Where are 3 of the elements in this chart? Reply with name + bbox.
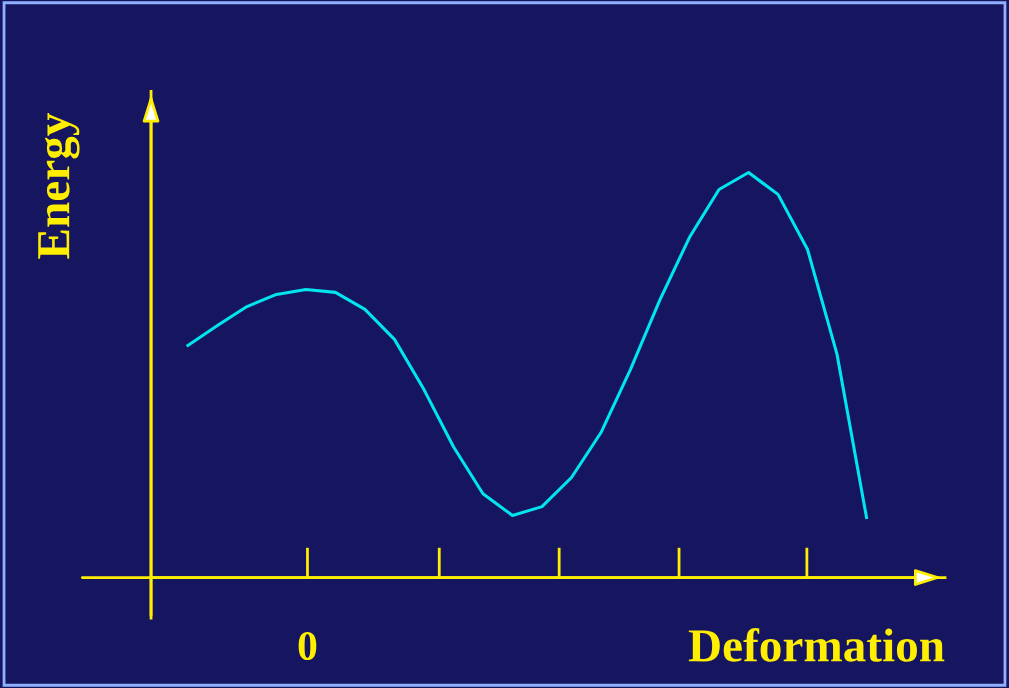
text: 0 [298,631,317,661]
y-axis-title: Energy [38,113,80,259]
x-axis-title: Deformation [688,628,945,662]
